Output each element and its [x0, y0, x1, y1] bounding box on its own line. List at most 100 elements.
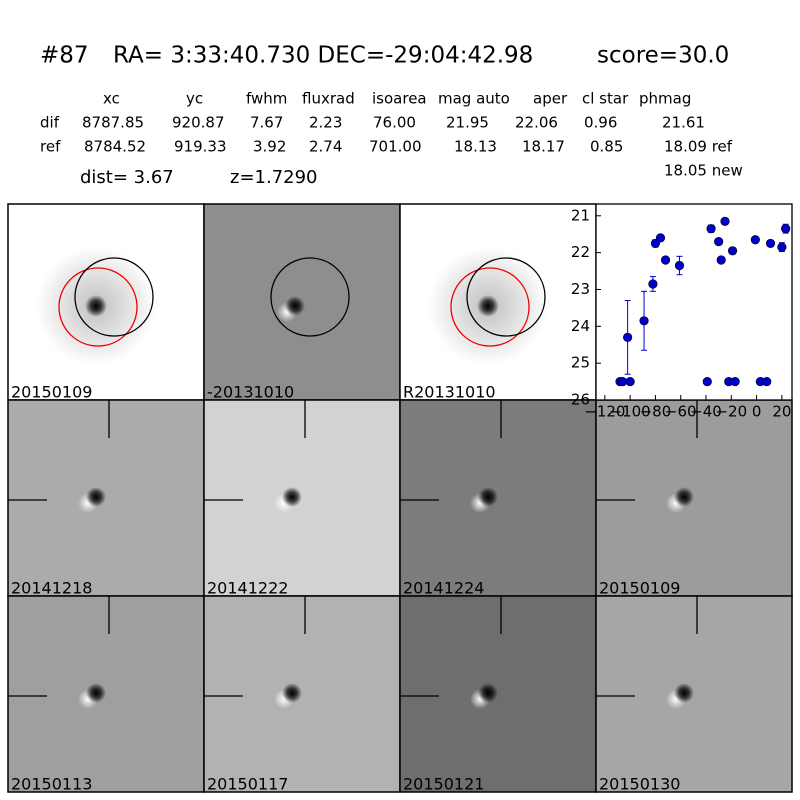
column-header: mag auto [438, 90, 510, 108]
table-cell: 8784.52 [84, 138, 146, 156]
data-point [714, 236, 724, 247]
column-header: xc [103, 90, 120, 108]
panel-background [7, 399, 205, 597]
data-point [762, 376, 772, 387]
table-cell: 18.17 [522, 138, 565, 156]
candidate-id: #87 [40, 43, 89, 69]
data-point [655, 233, 666, 243]
image-panel: 20141218 [7, 399, 205, 598]
table-cell: 21.61 [662, 114, 705, 132]
det-circle [74, 257, 154, 337]
residual-dark [86, 683, 106, 703]
panel-label: 20141222 [207, 579, 288, 598]
panel-background [399, 595, 597, 793]
data-point [727, 246, 738, 256]
coordinates: RA= 3:33:40.730 DEC=-29:04:42.98 [113, 43, 533, 69]
table-cell: 0.85 [590, 138, 623, 156]
image-panel: 20150117 [203, 595, 401, 794]
data-point [720, 216, 730, 226]
image-panel: 20150109 [7, 203, 205, 402]
data-point [781, 224, 791, 234]
panel-background [595, 399, 793, 597]
residual-dark [282, 487, 302, 507]
x-tick-label: −120 [584, 403, 625, 421]
y-tick-label: 22 [571, 243, 590, 261]
column-header: aper [533, 90, 568, 108]
y-tick-label: 24 [571, 317, 590, 335]
source [85, 295, 107, 317]
x-tick-label: −40 [690, 403, 722, 421]
ref-circle [450, 267, 530, 347]
y-tick-label: 25 [571, 354, 590, 372]
panel-label: 20150113 [11, 775, 92, 794]
panel-background [399, 399, 597, 597]
det-circle [270, 257, 350, 337]
image-panel: 20150130 [595, 595, 793, 794]
table-cell: 920.87 [172, 114, 225, 132]
table-cell: 21.95 [446, 114, 489, 132]
new-mag: 18.05 new [664, 162, 743, 180]
column-header: fluxrad [302, 90, 355, 108]
row-label: dif [40, 114, 60, 132]
table-cell: 22.06 [515, 114, 558, 132]
residual-dark [478, 683, 498, 703]
data-point [625, 376, 635, 387]
distance: dist= 3.67 [80, 167, 174, 188]
data-point [648, 279, 658, 289]
image-panel: R20131010 [399, 203, 597, 402]
image-panel: 20141222 [203, 399, 401, 598]
residual-dark [478, 487, 498, 507]
x-tick-label: −60 [665, 403, 697, 421]
table-cell: 2.74 [309, 138, 342, 156]
redshift: z=1.7290 [230, 167, 318, 188]
table-cell: 3.92 [253, 138, 286, 156]
y-tick-label: 21 [571, 206, 590, 224]
panel-label: 20150121 [403, 775, 484, 794]
table-cell: 919.33 [174, 138, 227, 156]
residual-dark [282, 683, 302, 703]
data-point [777, 242, 787, 252]
y-tick-label: 26 [571, 391, 590, 409]
x-tick-label: −100 [610, 403, 651, 421]
data-point [706, 224, 716, 234]
image-panel: 20150113 [7, 595, 205, 794]
panel-background [595, 595, 793, 793]
x-tick-label: −80 [640, 403, 672, 421]
table-cell: 2.23 [309, 114, 342, 132]
panel-label: -20131010 [207, 383, 294, 402]
image-panel: 20150109 [595, 399, 793, 598]
residual-dark [674, 683, 694, 703]
data-point [639, 316, 649, 326]
data-point [750, 235, 760, 245]
residual-dark [674, 487, 694, 507]
plot-area [595, 203, 793, 401]
table-cell: 701.00 [369, 138, 422, 156]
data-point [702, 376, 712, 387]
x-tick-label: −20 [715, 403, 747, 421]
panel-background [7, 595, 205, 793]
panel-label: R20131010 [403, 383, 496, 402]
panel-label: 20150109 [11, 383, 92, 402]
data-point [660, 255, 671, 265]
table-cell: 18.09 ref [664, 138, 733, 156]
panel-label: 20150109 [599, 579, 680, 598]
residual-dark [86, 487, 106, 507]
score: score=30.0 [597, 43, 729, 69]
panel-label: 20150130 [599, 775, 680, 794]
residual-dark [285, 296, 305, 316]
table-cell: 76.00 [373, 114, 416, 132]
data-point [730, 376, 740, 387]
y-tick-label: 23 [571, 280, 590, 298]
table-cell: 18.13 [454, 138, 497, 156]
data-point [716, 255, 726, 265]
table-cell: 7.67 [250, 114, 283, 132]
column-header: isoarea [372, 90, 427, 108]
panel-label: 20141218 [11, 579, 92, 598]
image-panel: 20141224 [399, 399, 597, 598]
table-cell: 8787.85 [82, 114, 144, 132]
column-header: fwhm [246, 90, 287, 108]
source [477, 295, 499, 317]
x-tick-label: 20 [772, 403, 791, 421]
det-circle [466, 257, 546, 337]
